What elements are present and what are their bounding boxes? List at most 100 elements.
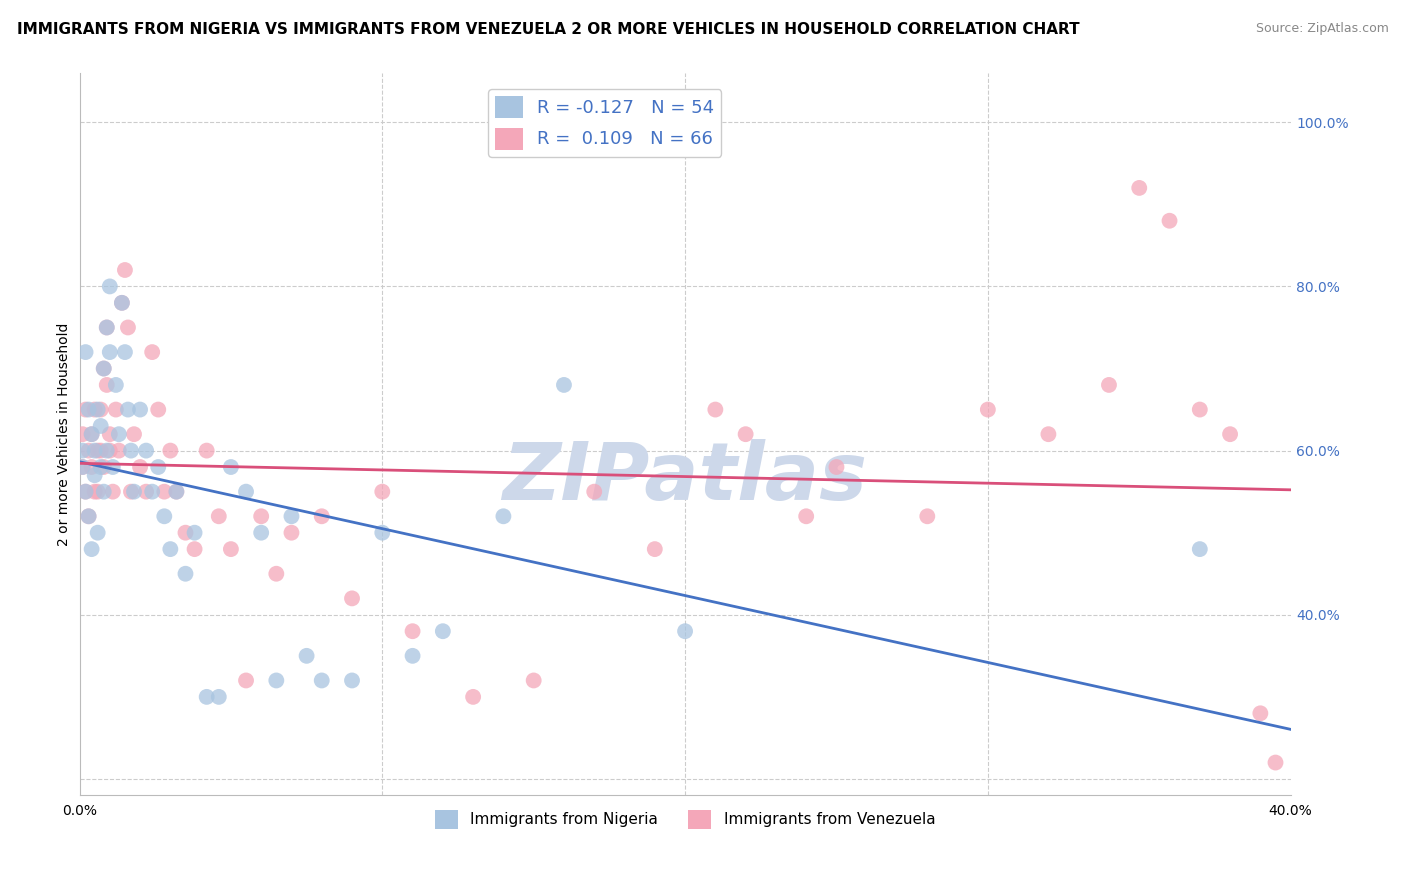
Point bbox=[90, 402, 112, 417]
Point bbox=[98, 279, 121, 293]
Point bbox=[311, 509, 333, 524]
Point bbox=[148, 460, 170, 475]
Point bbox=[72, 443, 94, 458]
Point bbox=[120, 443, 142, 458]
Point bbox=[86, 402, 108, 417]
Point bbox=[340, 673, 363, 688]
Point bbox=[159, 542, 181, 557]
Point bbox=[80, 460, 103, 475]
Point bbox=[1249, 706, 1271, 721]
Point bbox=[704, 402, 727, 417]
Point bbox=[104, 402, 127, 417]
Point bbox=[1219, 427, 1241, 442]
Point bbox=[114, 345, 136, 359]
Point bbox=[96, 443, 118, 458]
Point bbox=[77, 509, 100, 524]
Text: IMMIGRANTS FROM NIGERIA VS IMMIGRANTS FROM VENEZUELA 2 OR MORE VEHICLES IN HOUSE: IMMIGRANTS FROM NIGERIA VS IMMIGRANTS FR… bbox=[17, 22, 1080, 37]
Point bbox=[98, 345, 121, 359]
Point bbox=[195, 443, 218, 458]
Point bbox=[83, 443, 105, 458]
Point bbox=[117, 402, 139, 417]
Point bbox=[432, 624, 454, 639]
Point bbox=[80, 427, 103, 442]
Point bbox=[77, 443, 100, 458]
Point bbox=[219, 542, 242, 557]
Point bbox=[492, 509, 515, 524]
Point bbox=[114, 263, 136, 277]
Point bbox=[77, 509, 100, 524]
Point bbox=[1264, 756, 1286, 770]
Point bbox=[93, 361, 115, 376]
Point bbox=[734, 427, 756, 442]
Point bbox=[235, 673, 257, 688]
Point bbox=[583, 484, 606, 499]
Point bbox=[1038, 427, 1060, 442]
Point bbox=[195, 690, 218, 704]
Point bbox=[120, 484, 142, 499]
Point bbox=[111, 296, 134, 310]
Point bbox=[93, 361, 115, 376]
Point bbox=[208, 690, 231, 704]
Point bbox=[977, 402, 1000, 417]
Point bbox=[825, 460, 848, 475]
Point bbox=[371, 484, 394, 499]
Point bbox=[174, 566, 197, 581]
Point bbox=[340, 591, 363, 606]
Point bbox=[141, 345, 163, 359]
Point bbox=[86, 443, 108, 458]
Point bbox=[122, 427, 145, 442]
Point bbox=[83, 484, 105, 499]
Point bbox=[153, 484, 176, 499]
Point bbox=[371, 525, 394, 540]
Point bbox=[90, 460, 112, 475]
Point bbox=[1188, 402, 1211, 417]
Point bbox=[93, 484, 115, 499]
Point bbox=[183, 542, 205, 557]
Point bbox=[83, 402, 105, 417]
Point bbox=[98, 443, 121, 458]
Point bbox=[72, 460, 94, 475]
Point bbox=[148, 402, 170, 417]
Point bbox=[75, 345, 97, 359]
Point bbox=[644, 542, 666, 557]
Point bbox=[75, 484, 97, 499]
Point bbox=[108, 427, 131, 442]
Point bbox=[96, 320, 118, 334]
Point bbox=[174, 525, 197, 540]
Point bbox=[96, 320, 118, 334]
Point bbox=[266, 566, 288, 581]
Point bbox=[72, 460, 94, 475]
Point bbox=[1159, 213, 1181, 227]
Point bbox=[98, 427, 121, 442]
Point bbox=[250, 509, 273, 524]
Point bbox=[75, 484, 97, 499]
Point bbox=[72, 427, 94, 442]
Point bbox=[129, 460, 152, 475]
Point bbox=[96, 378, 118, 392]
Point bbox=[235, 484, 257, 499]
Point bbox=[129, 402, 152, 417]
Point bbox=[673, 624, 696, 639]
Point bbox=[219, 460, 242, 475]
Point bbox=[159, 443, 181, 458]
Point bbox=[80, 427, 103, 442]
Point bbox=[101, 484, 124, 499]
Point bbox=[280, 525, 302, 540]
Point bbox=[295, 648, 318, 663]
Point bbox=[83, 468, 105, 483]
Point bbox=[1128, 181, 1150, 195]
Point bbox=[553, 378, 575, 392]
Point bbox=[401, 648, 423, 663]
Point bbox=[794, 509, 817, 524]
Point bbox=[523, 673, 546, 688]
Point bbox=[93, 460, 115, 475]
Text: Source: ZipAtlas.com: Source: ZipAtlas.com bbox=[1256, 22, 1389, 36]
Point bbox=[77, 402, 100, 417]
Legend: Immigrants from Nigeria, Immigrants from Venezuela: Immigrants from Nigeria, Immigrants from… bbox=[429, 804, 942, 835]
Point bbox=[463, 690, 485, 704]
Point bbox=[917, 509, 939, 524]
Point bbox=[208, 509, 231, 524]
Point bbox=[135, 443, 157, 458]
Point bbox=[183, 525, 205, 540]
Point bbox=[1098, 378, 1121, 392]
